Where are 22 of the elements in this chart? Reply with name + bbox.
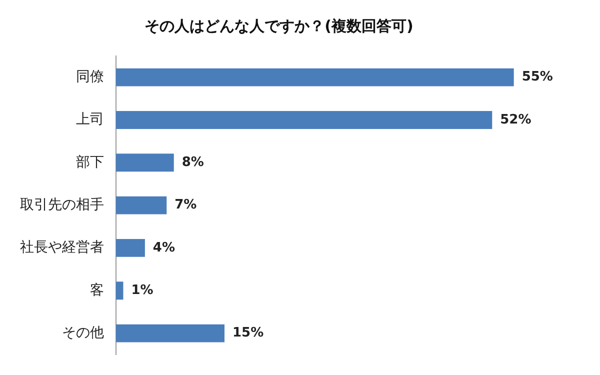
y-tick-label: 部下: [76, 154, 104, 170]
data-label: 8%: [182, 155, 204, 170]
bar: [116, 196, 167, 214]
data-label: 4%: [152, 240, 176, 256]
y-tick-label: その他: [62, 324, 104, 341]
y-tick-label: 上司: [76, 112, 104, 128]
bar: [116, 154, 174, 172]
data-label: 7%: [174, 198, 197, 213]
bar: [116, 111, 492, 129]
data-label: 55%: [522, 70, 553, 85]
bar: [116, 239, 145, 257]
y-tick-label: 同僚: [76, 68, 104, 85]
chart-title: その人はどんな人ですか？(複数回答可): [144, 16, 414, 35]
data-label: 1%: [131, 282, 154, 298]
bar: [116, 282, 124, 300]
bar: [116, 68, 514, 86]
y-tick-label: 社長や経営者: [20, 240, 104, 256]
y-tick-label: 取引先の相手: [20, 196, 104, 213]
y-tick-label: 客: [90, 282, 104, 298]
bar: [116, 324, 224, 342]
data-label: 15%: [232, 326, 264, 341]
data-label: 52%: [500, 112, 532, 128]
